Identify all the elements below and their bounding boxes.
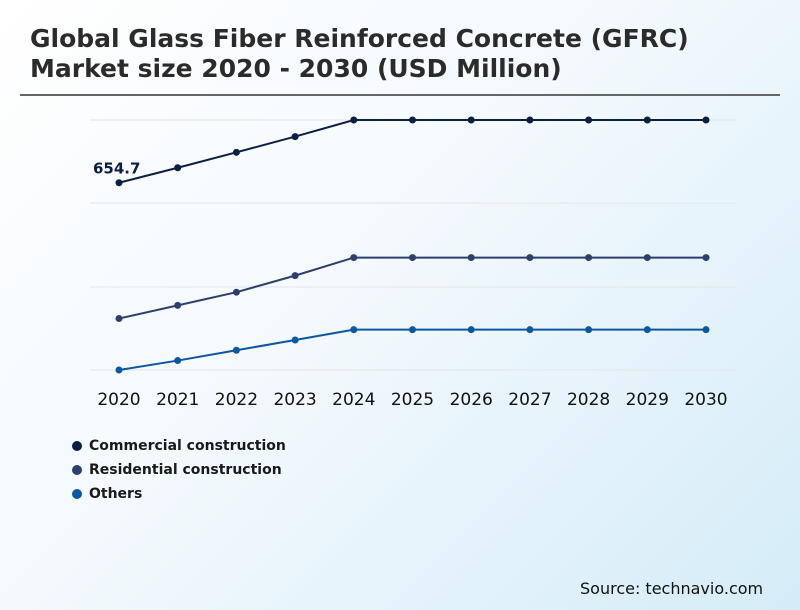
x-tick-label: 2027 bbox=[508, 390, 551, 410]
data-point bbox=[232, 346, 240, 354]
x-tick-label: 2026 bbox=[450, 390, 493, 410]
data-point bbox=[291, 133, 299, 141]
data-point bbox=[467, 116, 475, 124]
data-label: 654.7 bbox=[93, 160, 140, 178]
data-point bbox=[174, 164, 182, 172]
legend-label: Others bbox=[89, 486, 143, 502]
legend-item: Others bbox=[72, 482, 286, 506]
data-point bbox=[115, 315, 123, 323]
data-point bbox=[291, 336, 299, 344]
data-point bbox=[526, 254, 534, 262]
data-point bbox=[232, 148, 240, 156]
data-labels: 654.7 bbox=[93, 160, 140, 178]
series-line bbox=[118, 119, 706, 184]
data-point bbox=[526, 326, 534, 334]
legend-marker bbox=[72, 489, 82, 499]
data-point bbox=[585, 326, 593, 334]
x-tick-label: 2022 bbox=[215, 390, 258, 410]
data-point bbox=[467, 254, 475, 262]
data-point bbox=[585, 254, 593, 262]
x-tick-label: 2025 bbox=[391, 390, 434, 410]
data-point bbox=[350, 326, 358, 334]
data-point bbox=[702, 326, 710, 334]
x-tick-label: 2028 bbox=[567, 390, 610, 410]
legend-label: Residential construction bbox=[89, 462, 282, 478]
data-point bbox=[115, 366, 123, 374]
data-point bbox=[702, 116, 710, 124]
data-point bbox=[350, 254, 358, 262]
x-tick-label: 2030 bbox=[684, 390, 727, 410]
data-point bbox=[291, 272, 299, 280]
data-point bbox=[643, 254, 651, 262]
legend-marker bbox=[72, 441, 82, 451]
data-point bbox=[350, 116, 358, 124]
series-line bbox=[118, 256, 706, 320]
data-point bbox=[467, 326, 475, 334]
data-point bbox=[702, 254, 710, 262]
line-chart: 654.7 2020 2021 2022 2023 2024 2025 2026 2027 20… bbox=[90, 116, 736, 410]
legend-item: Residential construction bbox=[72, 458, 286, 482]
x-tick-label: 2021 bbox=[156, 390, 199, 410]
source-credit: Source: technavio.com bbox=[580, 579, 764, 598]
series-lines bbox=[115, 116, 710, 374]
data-point bbox=[643, 326, 651, 334]
x-tick-label: 2029 bbox=[626, 390, 669, 410]
data-point bbox=[174, 357, 182, 365]
data-point bbox=[643, 116, 651, 124]
data-point bbox=[526, 116, 534, 124]
x-tick-label: 2023 bbox=[273, 390, 316, 410]
data-point bbox=[585, 116, 593, 124]
data-point bbox=[409, 116, 416, 124]
series-line bbox=[118, 328, 706, 371]
data-point bbox=[409, 326, 416, 334]
data-point bbox=[409, 254, 416, 262]
chart-title: Global Glass Fiber Reinforced Concrete (… bbox=[30, 24, 689, 83]
legend: Commercial construction Residential const… bbox=[72, 434, 286, 506]
legend-label: Commercial construction bbox=[89, 438, 286, 454]
legend-marker bbox=[72, 465, 82, 475]
legend-item: Commercial construction bbox=[72, 434, 286, 458]
data-point bbox=[174, 301, 182, 309]
x-tick-label: 2020 bbox=[97, 390, 140, 410]
x-axis-ticks: 2020 2021 2022 2023 2024 2025 2026 2027 2028 2029… bbox=[97, 390, 727, 410]
data-point bbox=[115, 179, 123, 187]
x-tick-label: 2024 bbox=[332, 390, 375, 410]
title-divider bbox=[20, 94, 780, 96]
data-point bbox=[232, 288, 240, 296]
